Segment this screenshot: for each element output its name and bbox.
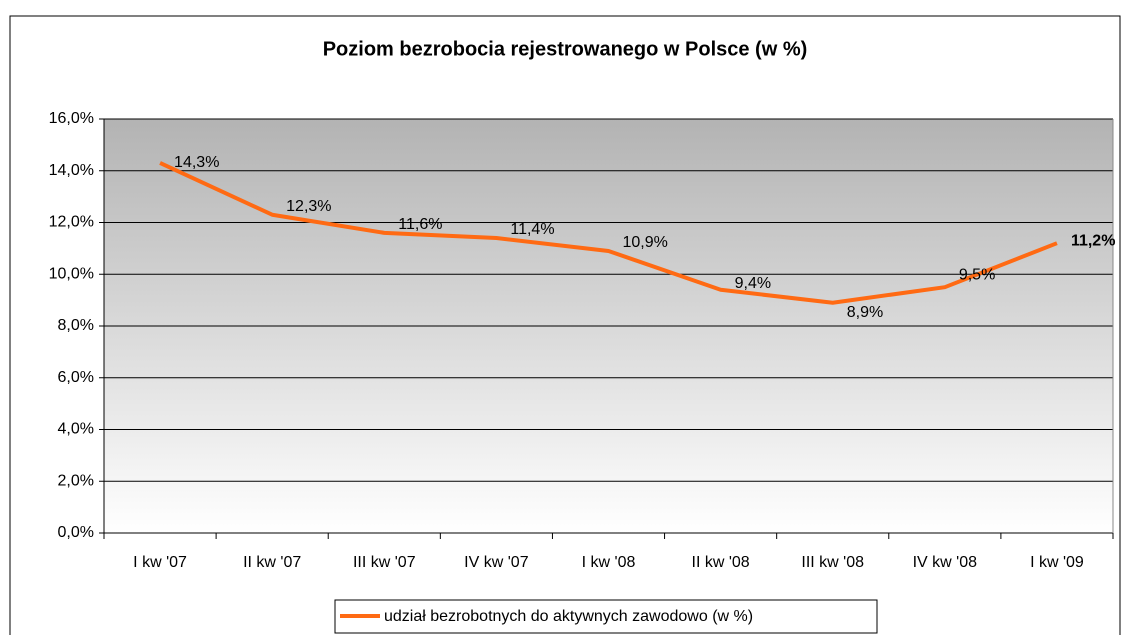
data-label: 11,6% bbox=[398, 216, 442, 233]
data-label: 14,3% bbox=[174, 154, 219, 171]
x-tick-label: II kw '07 bbox=[243, 554, 301, 571]
x-tick-label: III kw '07 bbox=[353, 554, 416, 571]
x-tick-label: II kw '08 bbox=[692, 554, 750, 571]
data-label: 11,2% bbox=[1071, 232, 1115, 249]
y-tick-label: 10,0% bbox=[49, 265, 94, 282]
y-tick-label: 14,0% bbox=[49, 162, 94, 179]
data-label: 9,4% bbox=[735, 275, 771, 292]
chart-title: Poziom bezrobocia rejestrowanego w Polsc… bbox=[323, 38, 808, 60]
data-label: 11,4% bbox=[510, 221, 554, 238]
y-tick-label: 4,0% bbox=[58, 421, 94, 438]
y-tick-label: 6,0% bbox=[58, 369, 94, 386]
x-tick-label: I kw '09 bbox=[1030, 554, 1084, 571]
legend-label: udział bezrobotnych do aktywnych zawodow… bbox=[384, 608, 753, 625]
y-tick-label: 0,0% bbox=[58, 524, 94, 541]
legend-box bbox=[334, 599, 878, 634]
x-tick-label: IV kw '08 bbox=[913, 554, 978, 571]
y-tick-label: 16,0% bbox=[49, 110, 94, 127]
y-tick-label: 12,0% bbox=[49, 214, 94, 231]
x-tick-label: IV kw '07 bbox=[464, 554, 529, 571]
data-line bbox=[159, 161, 1058, 305]
data-label: 10,9% bbox=[623, 234, 668, 251]
y-tick-label: 8,0% bbox=[58, 317, 94, 334]
y-tick-label: 2,0% bbox=[58, 472, 94, 489]
x-tick-label: III kw '08 bbox=[801, 554, 864, 571]
data-label: 8,9% bbox=[847, 304, 883, 321]
data-label: 12,3% bbox=[286, 198, 331, 215]
x-tick-label: I kw '08 bbox=[582, 554, 636, 571]
x-tick-label: I kw '07 bbox=[133, 554, 187, 571]
data-label: 9,5% bbox=[959, 266, 995, 283]
